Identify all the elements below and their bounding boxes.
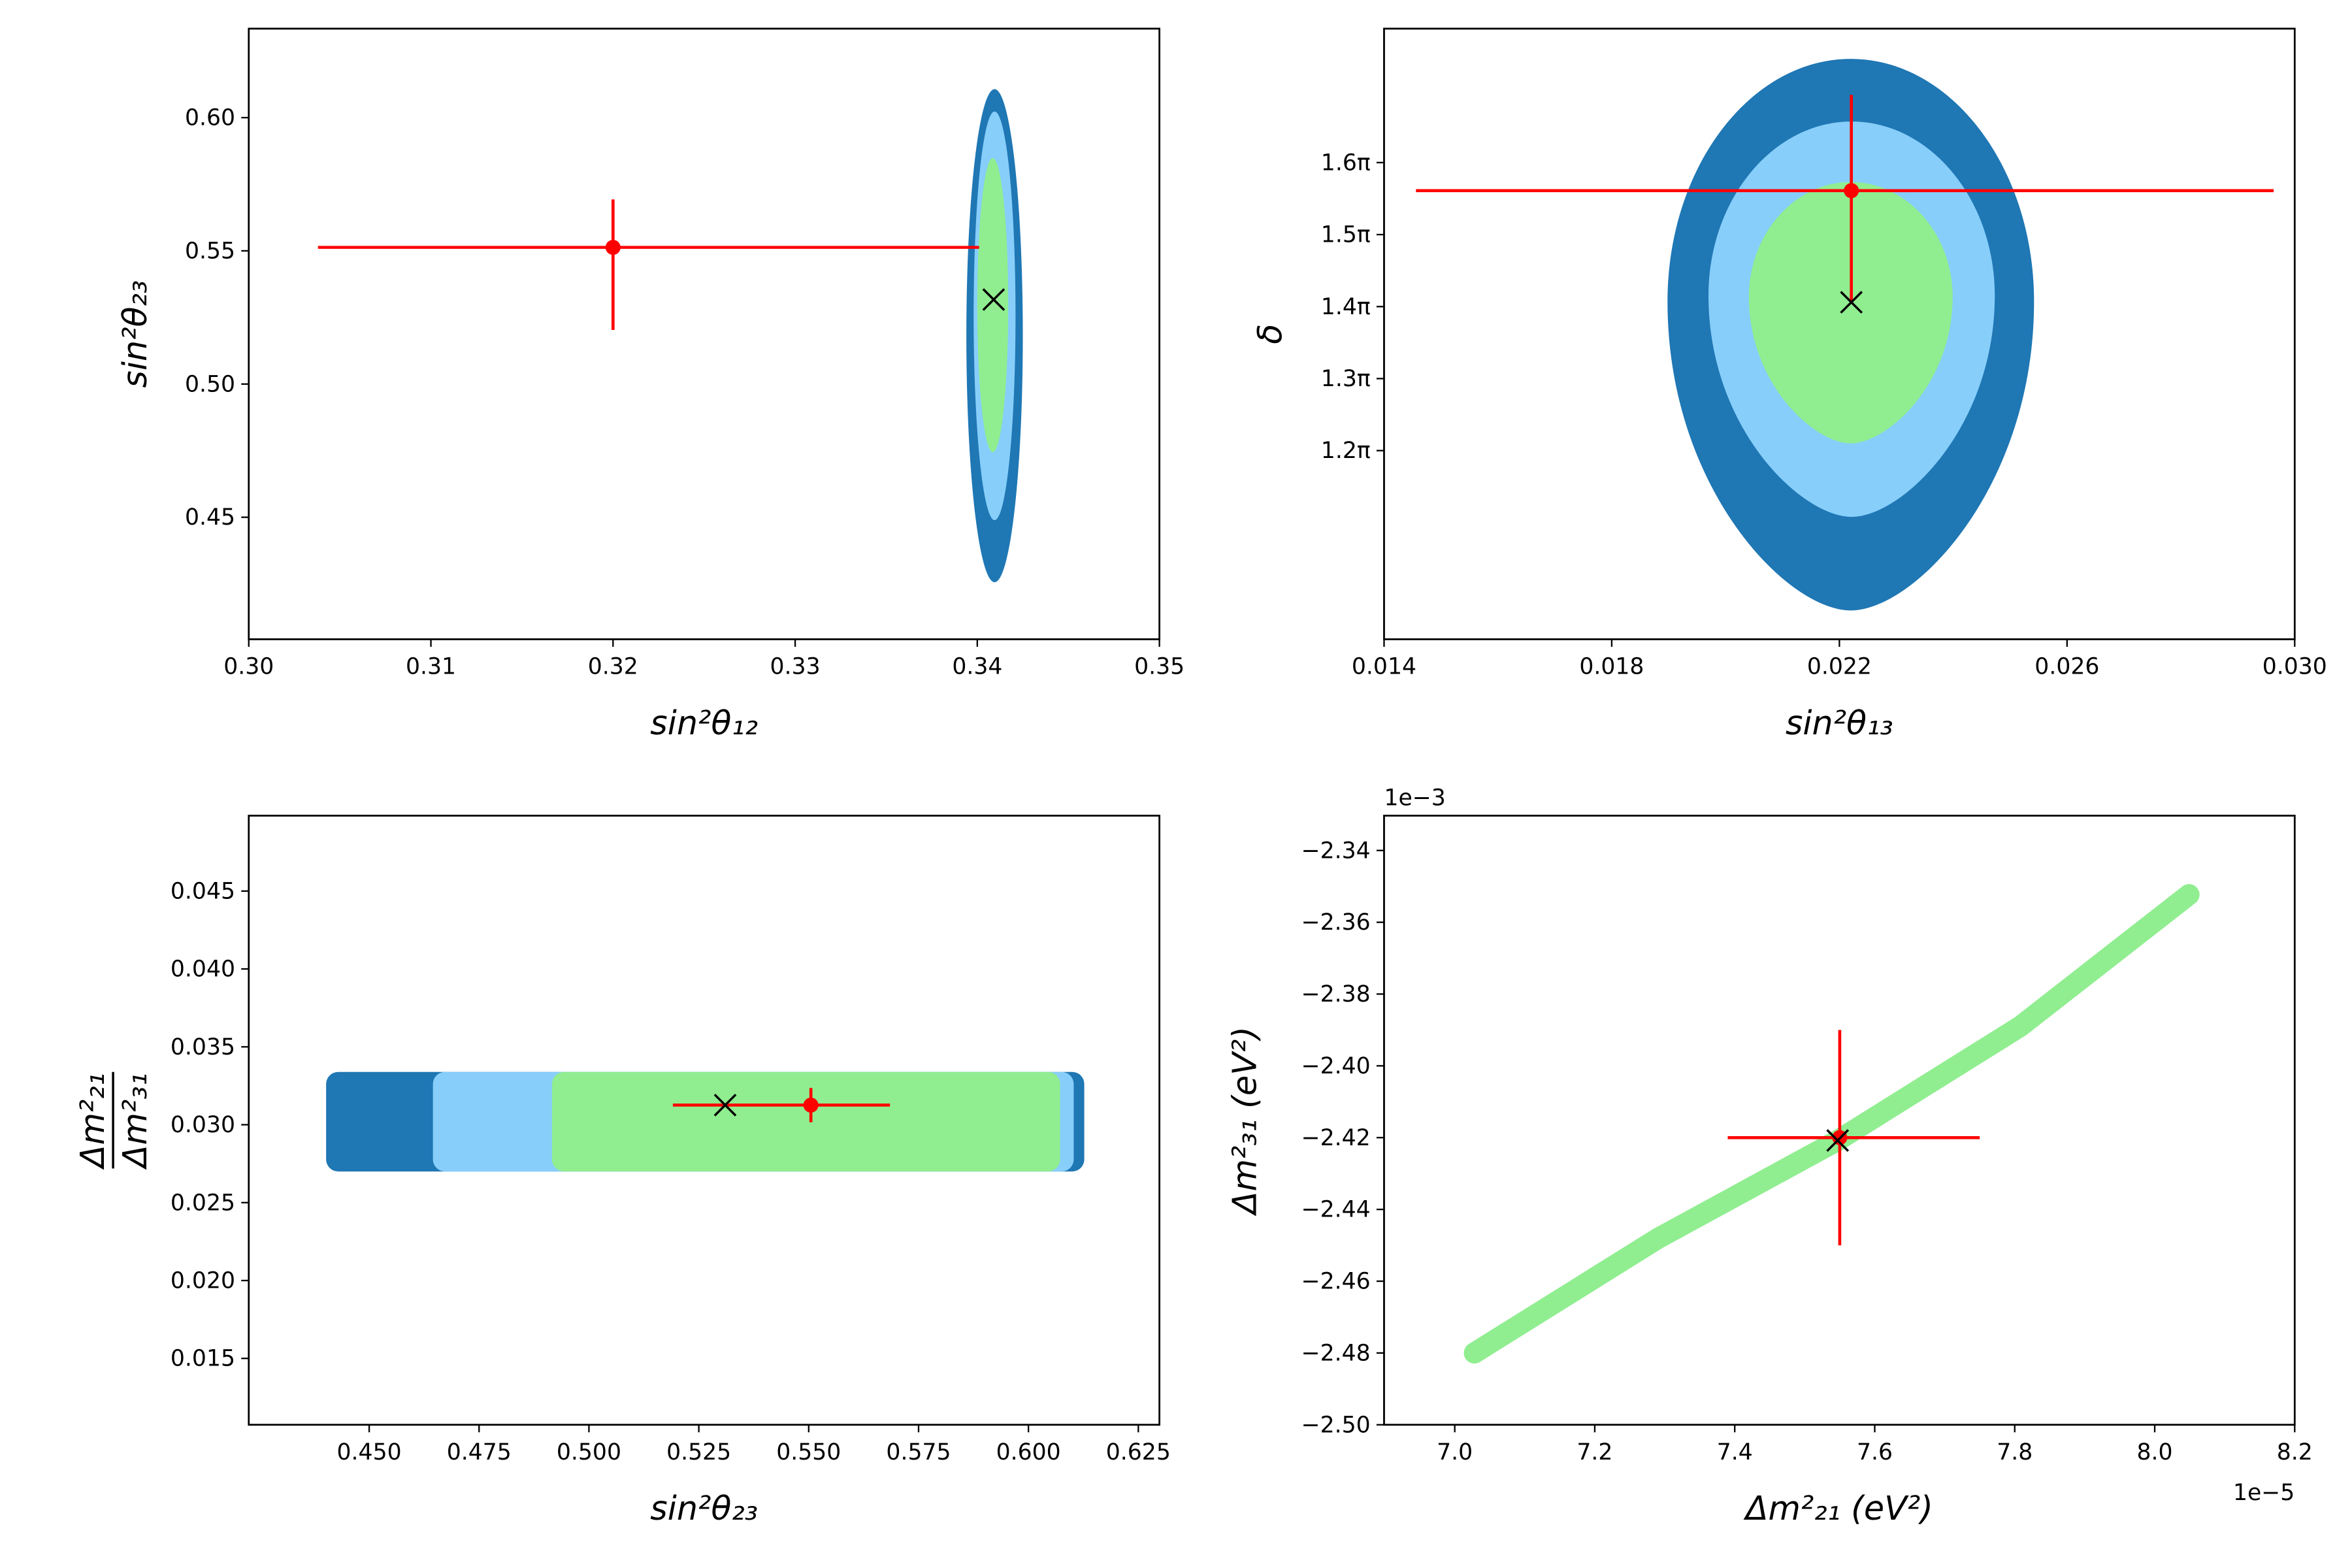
x-offset-label: 1e−5 [2233, 1480, 2295, 1506]
y-tick-label: 0.015 [171, 1346, 235, 1372]
y-axis-label: δ [1251, 324, 1290, 344]
x-tick-label: 0.30 [223, 654, 274, 680]
axes-frame [248, 27, 1160, 640]
y-tick-label: 0.020 [171, 1268, 235, 1294]
y-tick-label: 1.6π [1321, 150, 1371, 176]
y-label-numerator: Δm²₂₁ [73, 1073, 112, 1170]
x-tick-label: 0.34 [952, 654, 1002, 680]
panel: 0.014 0.018 0.022 0.026 0.030 1.2π 1.3π 1.4π 1.5… [1251, 27, 2327, 742]
y-offset-label: 1e−3 [1384, 785, 1445, 811]
y-tick-label: −2.36 [1301, 909, 1371, 936]
x-axis-label: sin²θ₁₂ [650, 704, 758, 742]
x-tick-label: 0.475 [447, 1439, 512, 1465]
x-tick-label: 0.550 [776, 1439, 841, 1465]
x-tick-label: 0.500 [557, 1439, 621, 1465]
y-tick-label: 0.045 [171, 878, 235, 904]
measured-point [1844, 183, 1859, 199]
panel: 7.0 7.2 7.4 7.6 7.8 8.0 8.2 −2.50 −2.48 −2.46 −2.4… [1225, 785, 2313, 1527]
y-tick-label: −2.48 [1301, 1340, 1371, 1366]
y-tick-label: 1.4π [1321, 294, 1371, 320]
y-tick-label: 0.55 [185, 238, 235, 264]
best-fit-marker [982, 288, 1005, 311]
y-tick-label: 0.040 [171, 956, 235, 983]
x-tick-label: 0.32 [588, 654, 638, 680]
x-tick-label: 0.625 [1106, 1439, 1171, 1465]
y-axis-label: Δm²₃₁ (eV²) [1225, 1026, 1264, 1217]
contour-region [1748, 182, 1953, 444]
x-tick-label: 0.600 [996, 1439, 1061, 1465]
y-tick-label: −2.34 [1301, 838, 1371, 864]
x-tick-label: 0.35 [1134, 654, 1184, 680]
x-tick-label: 0.31 [406, 654, 456, 680]
best-fit-marker [713, 1094, 737, 1117]
y-tick-label: −2.42 [1301, 1125, 1371, 1151]
measured-point [803, 1097, 819, 1113]
y-tick-label: 0.025 [171, 1190, 235, 1216]
x-tick-label: 0.018 [1579, 654, 1644, 680]
x-tick-label: 7.2 [1576, 1439, 1612, 1465]
x-tick-label: 8.0 [2137, 1439, 2173, 1465]
y-tick-label: 0.60 [185, 105, 235, 131]
best-fit-marker [1840, 291, 1863, 314]
x-tick-label: 0.525 [666, 1439, 731, 1465]
x-axis-label: sin²θ₂₃ [650, 1489, 758, 1527]
x-tick-label: 8.2 [2277, 1439, 2313, 1465]
x-tick-label: 0.33 [770, 654, 821, 680]
panel: 0.450 0.475 0.500 0.525 0.550 0.575 0.600 0.625… [73, 815, 1171, 1527]
x-tick-label: 7.6 [1857, 1439, 1893, 1465]
y-tick-label: −2.50 [1301, 1412, 1371, 1438]
contour-region [977, 158, 1009, 453]
y-axis-label: sin²θ₂₃ [116, 280, 154, 388]
contour-region [551, 1071, 1060, 1172]
axes-frame [1383, 815, 2296, 1426]
y-tick-label: −2.46 [1301, 1269, 1371, 1295]
axes-frame [248, 815, 1160, 1426]
y-tick-label: 1.2π [1321, 438, 1371, 464]
y-tick-label: 1.5π [1321, 222, 1371, 248]
x-tick-label: 0.030 [2262, 654, 2327, 680]
y-tick-label: 1.3π [1321, 366, 1371, 392]
x-tick-label: 0.450 [337, 1439, 402, 1465]
x-tick-label: 7.8 [1997, 1439, 2033, 1465]
measured-point [605, 240, 621, 255]
x-tick-label: 0.014 [1352, 654, 1416, 680]
y-tick-label: 0.45 [185, 504, 235, 531]
y-tick-label: −2.44 [1301, 1197, 1371, 1223]
x-axis-label: sin²θ₁₃ [1786, 704, 1893, 742]
x-tick-label: 0.022 [1807, 654, 1872, 680]
y-tick-label: −2.38 [1301, 981, 1371, 1007]
x-tick-label: 0.026 [2034, 654, 2099, 680]
y-tick-label: 0.030 [171, 1112, 235, 1138]
x-tick-label: 0.575 [886, 1439, 951, 1465]
y-axis-label: Δm²₂₁ Δm²₃₁ [73, 1071, 154, 1170]
y-tick-label: −2.40 [1301, 1053, 1371, 1079]
x-axis-label: Δm²₂₁ (eV²) [1743, 1489, 1933, 1527]
x-tick-label: 7.0 [1437, 1439, 1473, 1465]
x-tick-label: 7.4 [1717, 1439, 1753, 1465]
y-tick-label: 0.035 [171, 1034, 235, 1060]
panel: 0.30 0.31 0.32 0.33 0.34 0.35 0.45 0.50 0.55 0.60… [116, 27, 1184, 742]
y-label-denominator: Δm²₃₁ [116, 1073, 154, 1170]
best-fit-marker [1826, 1129, 1850, 1152]
y-tick-label: 0.50 [185, 371, 235, 397]
curve [1463, 884, 2200, 1364]
